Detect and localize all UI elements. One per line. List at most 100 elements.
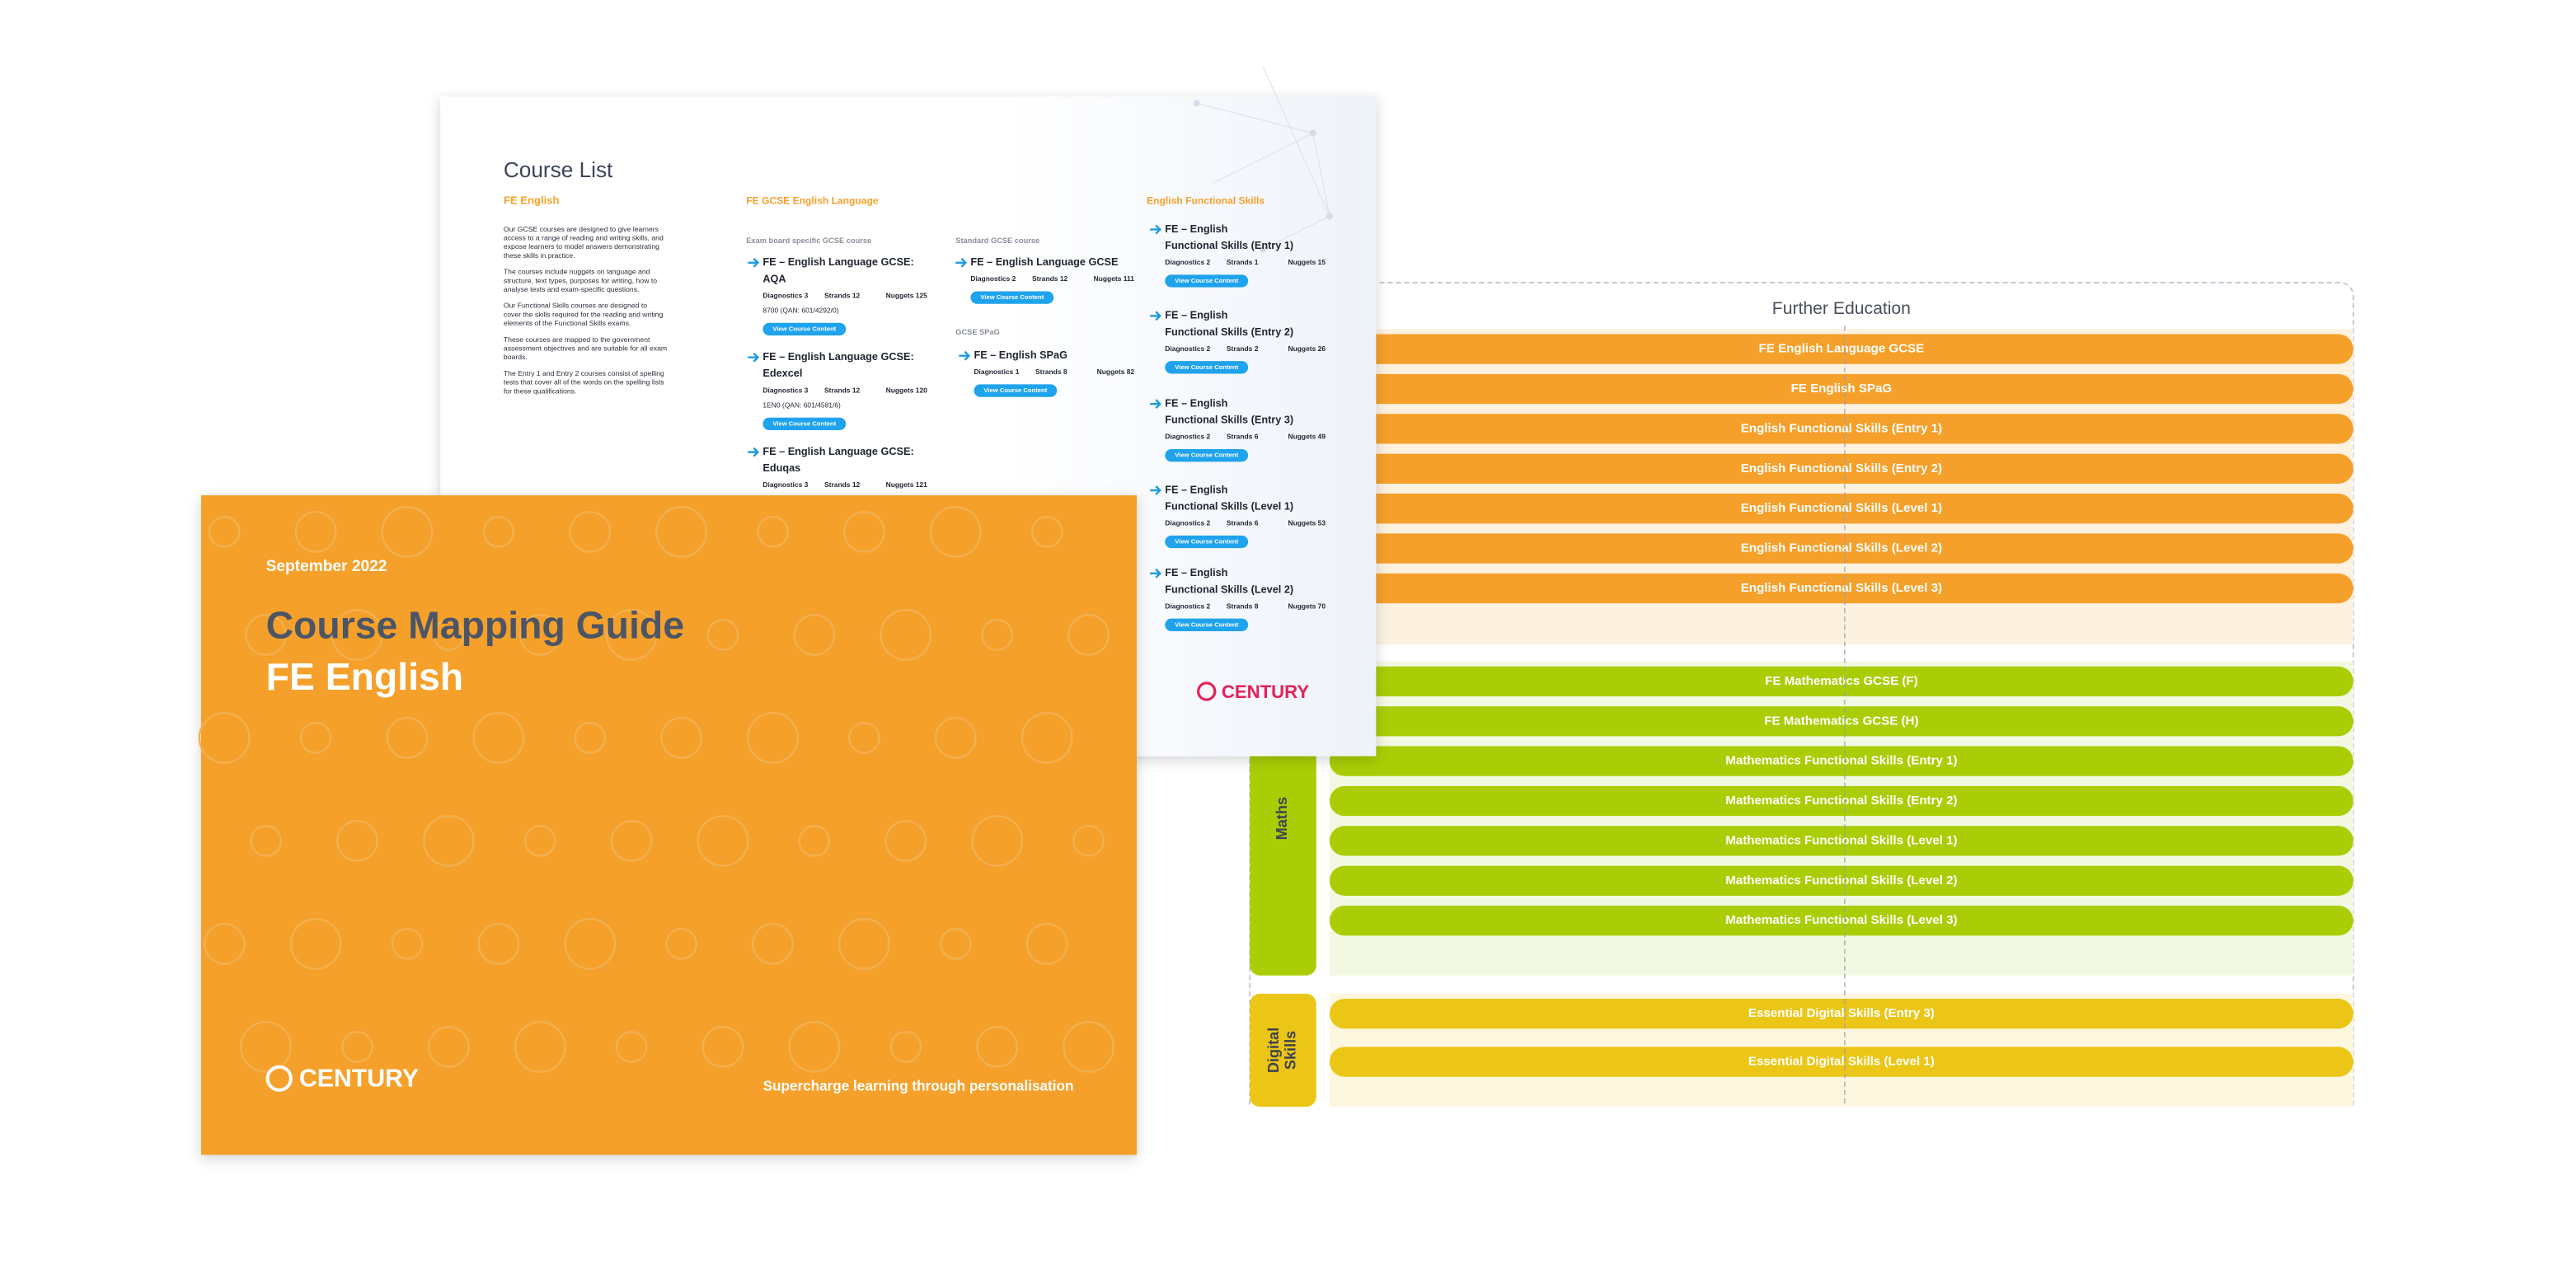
column-heading: FE GCSE English Language xyxy=(746,194,879,206)
doodle xyxy=(971,814,1024,867)
doodle xyxy=(250,825,282,857)
doodle xyxy=(939,928,972,960)
doodle xyxy=(203,923,246,965)
cover-date: September 2022 xyxy=(266,558,387,575)
arrow-icon xyxy=(955,257,968,268)
doodle xyxy=(518,614,561,656)
course-bar xyxy=(1329,573,2353,604)
arrow-icon xyxy=(748,257,760,268)
column-heading: English Functional Skills xyxy=(1147,194,1265,206)
decor-line xyxy=(1312,133,1330,217)
course-stat: Diagnostics 3 xyxy=(762,386,808,394)
course-button[interactable] xyxy=(1165,535,1249,549)
course-bar-label: Essential Digital Skills (Entry 3) xyxy=(1748,1006,1935,1020)
course-bar xyxy=(1329,785,2353,817)
course-title: FE – English Language GCSE: xyxy=(762,256,913,268)
paragraph-line: these skills in practice. xyxy=(504,251,575,260)
course-button-label: View Course Content xyxy=(772,325,836,332)
cover-logo: CENTURY xyxy=(299,1066,419,1093)
course-bar-label: Mathematics Functional Skills (Level 3) xyxy=(1725,913,1957,927)
paragraph-line: cover the skills required for the readin… xyxy=(504,310,664,318)
course-stat: Strands 6 xyxy=(1227,433,1259,441)
course-title: FE – English xyxy=(1165,484,1227,495)
paragraph-line: These courses are mapped to the governme… xyxy=(504,335,650,344)
course-bar xyxy=(1329,998,2353,1029)
paragraph-line: The courses include nuggets on language … xyxy=(504,268,650,276)
course-code: 1EN0 (QAN: 601/4581/6) xyxy=(762,400,841,409)
course-button[interactable] xyxy=(762,417,847,431)
course-bar-label: English Functional Skills (Entry 2) xyxy=(1741,461,1942,475)
doodle xyxy=(574,722,607,754)
course-bar xyxy=(1329,453,2353,484)
course-button-label: View Course Content xyxy=(1175,277,1238,284)
doodle xyxy=(706,619,739,651)
course-bar xyxy=(1329,826,2353,856)
course-title: Functional Skills (Entry 2) xyxy=(1165,326,1293,338)
paragraph-line: boards. xyxy=(504,353,528,361)
doodle xyxy=(981,619,1014,651)
course-bar-label: Mathematics Functional Skills (Level 2) xyxy=(1725,873,1957,888)
arrow-icon xyxy=(1150,399,1161,410)
course-button[interactable] xyxy=(1165,449,1249,462)
doodle xyxy=(427,1026,470,1068)
course-button[interactable] xyxy=(970,291,1054,304)
course-bar xyxy=(1329,494,2353,524)
doodle xyxy=(564,917,617,970)
doodle xyxy=(752,923,794,965)
doodle xyxy=(299,722,332,754)
course-stat: Strands 6 xyxy=(1227,519,1259,527)
mapping-panel: Further Education FE English Language GCS… xyxy=(1229,282,2377,1173)
doodle xyxy=(665,928,697,960)
course-stat: Diagnostics 2 xyxy=(1165,344,1210,353)
doodle xyxy=(240,1020,293,1073)
course-bar-label: Mathematics Functional Skills (Entry 1) xyxy=(1725,754,1957,768)
doodle xyxy=(842,511,885,553)
course-stat: Strands 2 xyxy=(1227,344,1259,353)
arrow-icon xyxy=(748,447,760,457)
course-title: FE – English xyxy=(1165,310,1227,321)
course-button[interactable] xyxy=(762,322,847,336)
course-title: Functional Skills (Entry 1) xyxy=(1165,240,1293,251)
course-button[interactable] xyxy=(1165,274,1249,288)
group-label: Maths xyxy=(1274,797,1290,840)
course-button[interactable] xyxy=(1165,361,1249,374)
course-stat: Nuggets 125 xyxy=(886,291,928,299)
group-label-box xyxy=(1250,993,1316,1107)
arrow-icon xyxy=(1150,485,1161,495)
panel-fade xyxy=(1229,1106,2377,1173)
paragraph-line: tests that cover all of the words on the… xyxy=(504,378,665,386)
decor-dot xyxy=(1260,246,1267,253)
course-bar xyxy=(1329,373,2353,405)
course-button[interactable] xyxy=(1165,618,1249,631)
decor-line xyxy=(1262,215,1330,251)
course-title: Functional Skills (Level 1) xyxy=(1165,501,1293,513)
course-button-label: View Course Content xyxy=(1175,621,1238,628)
course-title: Functional Skills (Level 2) xyxy=(1165,583,1293,595)
course-title: FE – English Language GCSE: xyxy=(762,351,913,363)
page-logo: CENTURY xyxy=(1222,681,1309,702)
course-bar-label: Mathematics Functional Skills (Entry 2) xyxy=(1725,794,1957,808)
paragraph-line: analyse texts and exam-specific question… xyxy=(504,285,640,293)
course-title: Edexcel xyxy=(762,368,802,379)
course-bar-label: English Functional Skills (Level 1) xyxy=(1741,501,1942,515)
arrow-icon xyxy=(1150,568,1161,578)
course-bar xyxy=(1329,746,2353,776)
paragraph-line: Our GCSE courses are designed to give le… xyxy=(504,225,659,233)
group-label: Digital xyxy=(1265,1028,1282,1073)
doodle xyxy=(245,614,287,656)
course-stat: Nuggets 111 xyxy=(1094,274,1135,283)
course-title: FE – English xyxy=(1165,398,1227,410)
course-bar-label: FE Mathematics GCSE (H) xyxy=(1764,714,1918,728)
arrow-icon xyxy=(959,350,971,361)
course-button-label: View Course Content xyxy=(772,419,836,427)
course-bar xyxy=(1329,865,2353,896)
doodle xyxy=(747,711,799,764)
course-bar xyxy=(1329,334,2353,364)
doodle xyxy=(1067,614,1110,656)
course-bar xyxy=(1329,1047,2353,1077)
section-heading: FE English xyxy=(504,194,560,207)
course-button[interactable] xyxy=(974,384,1058,397)
arrow-icon xyxy=(1150,311,1161,321)
course-stat: Strands 12 xyxy=(824,480,861,489)
